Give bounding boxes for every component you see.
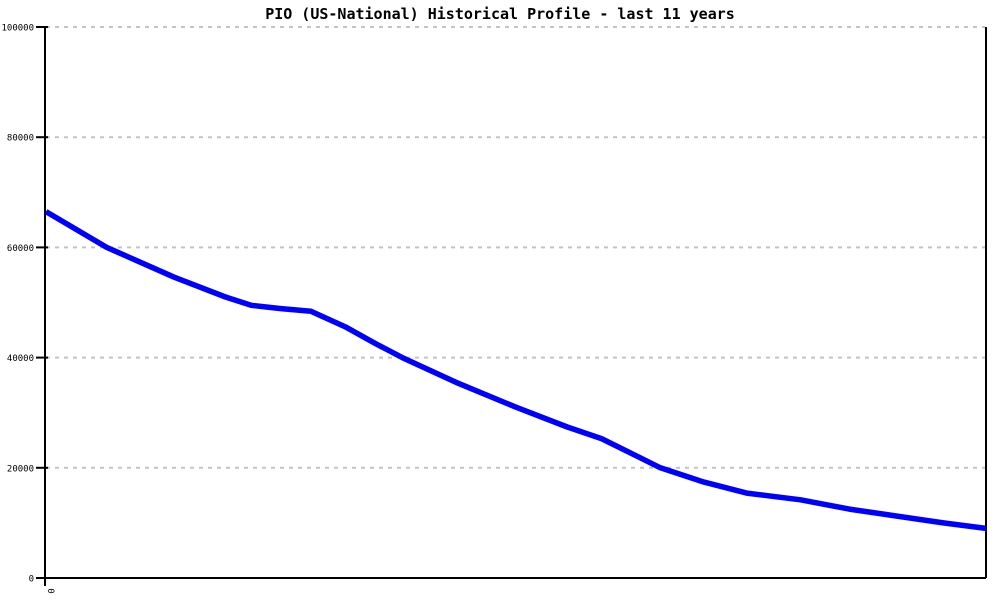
y-tick-label: 40000 <box>7 354 34 364</box>
x-tick-label: 0 <box>45 588 55 593</box>
x-axis-labels: 0 <box>45 588 55 593</box>
gridlines <box>46 26 985 469</box>
y-axis-labels: 0 20000 40000 60000 80000 100000 <box>1 24 34 585</box>
data-series <box>44 209 987 532</box>
series-line <box>44 209 987 532</box>
y-tick-label: 100000 <box>1 24 34 34</box>
y-tick-label: 60000 <box>7 244 34 254</box>
axes <box>44 27 987 586</box>
y-tick-label: 80000 <box>7 134 34 144</box>
y-tick-label: 20000 <box>7 464 34 474</box>
y-axis-ticks <box>36 26 48 579</box>
y-tick-label: 0 <box>29 575 34 585</box>
chart-title: PIO (US-National) Historical Profile - l… <box>265 5 735 23</box>
